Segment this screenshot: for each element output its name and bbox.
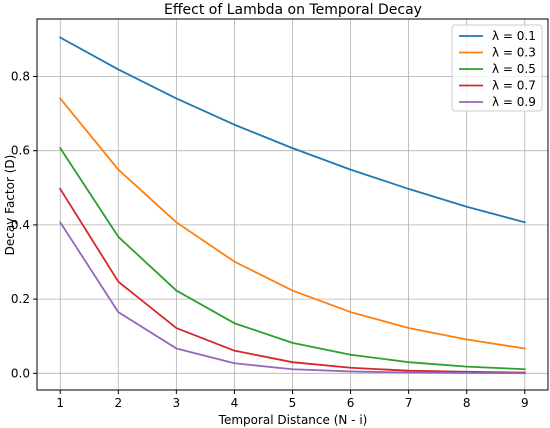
- x-tick-label: 1: [56, 396, 64, 410]
- y-tick-label: 0.8: [11, 70, 30, 84]
- legend-box: [451, 24, 543, 112]
- y-tick-label: 0.4: [11, 218, 30, 232]
- legend-label: λ = 0.5: [492, 62, 536, 76]
- legend: λ = 0.1 λ = 0.3 λ = 0.5 λ = 0.7 λ = 0.9: [451, 24, 543, 112]
- y-tick-label: 0.2: [11, 292, 30, 306]
- x-axis-title: Temporal Distance (N - i): [218, 413, 368, 427]
- axis-ticks: 1 2 3 4 5 6 7 8 9 0.0 0.2 0.4 0.6 0.8: [11, 70, 529, 410]
- series-line-5: [58, 221, 526, 375]
- legend-label: λ = 0.1: [492, 29, 536, 43]
- series-line-2: [58, 97, 526, 350]
- series-line-4: [58, 187, 526, 374]
- x-tick-label: 7: [405, 396, 413, 410]
- legend-label: λ = 0.7: [492, 79, 536, 93]
- x-tick-label: 3: [173, 396, 181, 410]
- x-tick-label: 8: [463, 396, 471, 410]
- series-line-3: [58, 146, 526, 371]
- series-lines: [58, 36, 526, 375]
- x-tick-label: 2: [114, 396, 122, 410]
- series-line-1: [59, 36, 526, 224]
- chart-title: Effect of Lambda on Temporal Decay: [164, 2, 422, 18]
- x-tick-label: 9: [521, 396, 529, 410]
- y-tick-label: 0.0: [11, 366, 30, 380]
- y-tick-label: 0.6: [11, 144, 30, 158]
- x-tick-label: 6: [347, 396, 355, 410]
- y-axis-title: Decay Factor (D): [3, 155, 17, 256]
- legend-label: λ = 0.9: [492, 95, 536, 109]
- legend-label: λ = 0.3: [492, 46, 536, 60]
- x-tick-label: 5: [289, 396, 297, 410]
- x-tick-label: 4: [231, 396, 239, 410]
